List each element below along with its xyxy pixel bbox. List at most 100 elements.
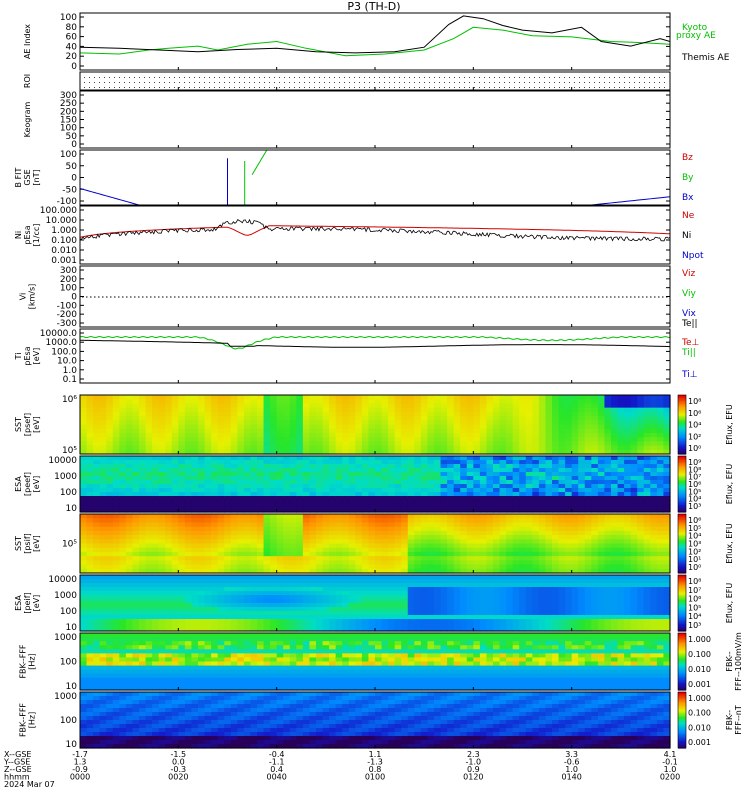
heatmap-cell xyxy=(559,437,566,442)
vi-zero-dot xyxy=(330,297,332,298)
vi-zero-dot xyxy=(386,297,388,298)
heatmap-cell xyxy=(414,425,421,430)
heatmap-cell xyxy=(205,416,212,421)
heatmap-cell xyxy=(152,399,159,404)
heatmap-cell xyxy=(401,514,408,519)
heatmap-cell xyxy=(87,472,94,477)
roi-dot xyxy=(319,87,320,88)
roi-dot xyxy=(549,77,550,78)
ytick-label: 60 xyxy=(66,33,78,43)
heatmap-cell xyxy=(513,468,520,473)
heatmap-cell xyxy=(513,500,520,505)
heatmap-cell xyxy=(198,565,205,570)
heatmap-cell xyxy=(414,480,421,485)
heatmap-cell xyxy=(126,615,133,620)
heatmap-cell xyxy=(552,460,559,465)
heatmap-cell xyxy=(296,416,303,421)
heatmap-cell xyxy=(80,500,87,505)
vi-zero-dot xyxy=(186,297,188,298)
heatmap-cell xyxy=(486,420,493,425)
roi-dot xyxy=(484,87,485,88)
heatmap-cell xyxy=(637,472,644,477)
heatmap-cell xyxy=(519,416,526,421)
heatmap-cell xyxy=(165,464,172,469)
heatmap-cell xyxy=(198,476,205,481)
heatmap-cell xyxy=(323,416,330,421)
roi-dot xyxy=(239,77,240,78)
heatmap-cell xyxy=(211,560,218,565)
vi-zero-dot xyxy=(426,297,428,298)
heatmap-cell xyxy=(342,496,349,501)
heatmap-cell xyxy=(545,535,552,540)
heatmap-cell xyxy=(598,556,605,561)
heatmap-cell xyxy=(139,623,146,628)
heatmap-cell xyxy=(218,456,225,461)
heatmap-cell xyxy=(349,433,356,438)
heatmap-cell xyxy=(572,433,579,438)
roi-dot xyxy=(414,77,415,78)
heatmap-cell xyxy=(191,496,198,501)
heatmap-cell xyxy=(290,408,297,413)
heatmap-cell xyxy=(591,504,598,509)
heatmap-cell xyxy=(572,437,579,442)
vi-zero-dot xyxy=(506,297,508,298)
heatmap-cell xyxy=(277,535,284,540)
heatmap-cell xyxy=(277,544,284,549)
heatmap-cell xyxy=(113,591,120,596)
heatmap-cell xyxy=(178,484,185,489)
heatmap-cell xyxy=(296,464,303,469)
heatmap-cell xyxy=(283,535,290,540)
heatmap-cell xyxy=(205,496,212,501)
heatmap-cell xyxy=(362,535,369,540)
ytick-label: 1000 xyxy=(54,591,77,601)
heatmap-cell xyxy=(611,476,618,481)
roi-dot xyxy=(569,82,570,83)
heatmap-cell xyxy=(132,548,139,553)
heatmap-cell xyxy=(224,468,231,473)
heatmap-cell xyxy=(303,446,310,451)
heatmap-cell xyxy=(283,548,290,553)
heatmap-cell xyxy=(539,446,546,451)
heatmap-cell xyxy=(323,527,330,532)
heatmap-cell xyxy=(559,518,566,523)
heatmap-cell xyxy=(349,518,356,523)
heatmap-cell xyxy=(552,437,559,442)
heatmap-cell xyxy=(93,518,100,523)
heatmap-cell xyxy=(191,488,198,493)
heatmap-cell xyxy=(421,556,428,561)
heatmap-cell xyxy=(480,552,487,557)
heatmap-cell xyxy=(80,420,87,425)
heatmap-cell xyxy=(637,399,644,404)
heatmap-cell xyxy=(611,522,618,527)
heatmap-cell xyxy=(309,472,316,477)
heatmap-cell xyxy=(106,583,113,588)
heatmap-cell xyxy=(198,492,205,497)
heatmap-cell xyxy=(401,425,408,430)
heatmap-cell xyxy=(513,456,520,461)
heatmap-cell xyxy=(119,539,126,544)
heatmap-cell xyxy=(578,531,585,536)
heatmap-cell xyxy=(342,425,349,430)
heatmap-cell xyxy=(277,531,284,536)
heatmap-cell xyxy=(218,500,225,505)
heatmap-cell xyxy=(408,565,415,570)
heatmap-cell xyxy=(486,429,493,434)
heatmap-cell xyxy=(323,552,330,557)
heatmap-cell xyxy=(218,395,225,400)
heatmap-cell xyxy=(545,446,552,451)
heatmap-cell xyxy=(486,565,493,570)
heatmap-cell xyxy=(185,403,192,408)
heatmap-cell xyxy=(513,441,520,446)
vi-zero-dot xyxy=(554,297,556,298)
heatmap-cell xyxy=(257,514,264,519)
heatmap-cell xyxy=(172,446,179,451)
heatmap-cell xyxy=(591,429,598,434)
heatmap-cell xyxy=(336,429,343,434)
heatmap-cell xyxy=(113,587,120,592)
heatmap-cell xyxy=(342,560,349,565)
roi-dot xyxy=(659,77,660,78)
heatmap-cell xyxy=(460,500,467,505)
heatmap-cell xyxy=(244,484,251,489)
vi-zero-dot xyxy=(390,297,392,298)
heatmap-cell xyxy=(87,403,94,408)
